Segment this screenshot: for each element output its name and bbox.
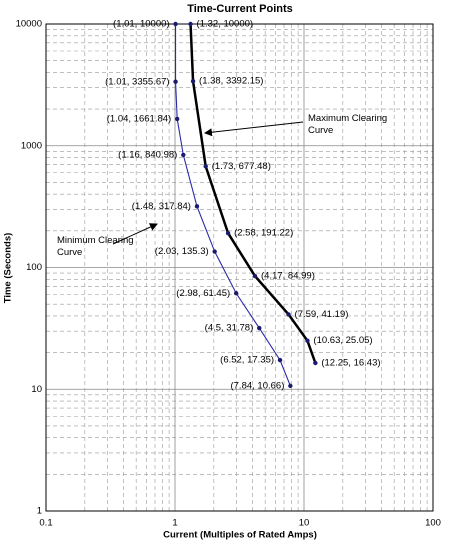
data-point xyxy=(233,291,239,296)
data-label: (1.04, 1661.84) xyxy=(107,113,171,124)
data-point xyxy=(305,338,310,343)
data-label: (4.5, 31.78) xyxy=(205,323,254,334)
data-point xyxy=(286,312,291,317)
y-tick-label: 1 xyxy=(37,506,42,517)
x-tick-label: 10 xyxy=(299,518,310,529)
curve-annotation: Minimum Clearing Curve xyxy=(57,235,134,258)
curve-annotation: Maximum Clearing Curve xyxy=(308,113,387,136)
annotation-line: Curve xyxy=(57,247,82,258)
annotation-arrow xyxy=(112,223,158,245)
annotation-arrow xyxy=(204,121,304,137)
x-tick-label: 100 xyxy=(425,518,441,529)
plot-frame xyxy=(45,23,434,512)
data-point xyxy=(212,249,217,254)
data-point xyxy=(313,360,318,366)
data-label: (1.73, 677.48) xyxy=(212,161,271,172)
data-point xyxy=(190,78,196,84)
x-tick-label: 1 xyxy=(172,518,177,529)
data-label: (7.59, 41.19) xyxy=(295,309,349,320)
series-line xyxy=(175,24,291,387)
data-label: (1.48, 317.84) xyxy=(132,201,191,212)
data-label: (1.01, 3355.67) xyxy=(105,76,169,87)
data-label: (6.52, 17.35) xyxy=(220,355,274,366)
data-point xyxy=(277,357,283,363)
data-label: (4.17, 84.99) xyxy=(261,271,315,282)
data-point xyxy=(188,21,193,27)
annotation-line: Minimum Clearing xyxy=(57,235,134,246)
y-tick-label: 10000 xyxy=(16,19,42,30)
data-point xyxy=(203,164,208,169)
series-line xyxy=(189,23,317,364)
data-point xyxy=(173,79,178,84)
data-label: (12.25, 16.43) xyxy=(321,358,380,369)
data-point xyxy=(257,325,262,331)
chart-title: Time-Current Points xyxy=(187,3,293,15)
data-label: (10.63, 25.05) xyxy=(313,335,372,346)
data-point xyxy=(252,273,258,279)
x-axis-label: Current (Multiples of Rated Amps) xyxy=(163,530,317,541)
annotation-line: Curve xyxy=(308,125,333,136)
data-label: (2.03, 135.3) xyxy=(155,246,209,257)
data-point xyxy=(173,21,178,27)
data-label: (2.58, 191.22) xyxy=(234,228,293,239)
data-point xyxy=(181,152,186,158)
y-axis-label: Time (Seconds) xyxy=(3,233,14,304)
data-point xyxy=(288,383,293,389)
data-point xyxy=(194,204,200,209)
x-tick-label: 0.1 xyxy=(39,518,52,529)
annotation-line: Maximum Clearing xyxy=(308,113,387,124)
y-tick-label: 1000 xyxy=(21,140,42,151)
data-point xyxy=(225,231,231,236)
data-label: (1.01, 10000) xyxy=(113,19,170,30)
data-label: (1.32, 10000) xyxy=(197,19,254,30)
y-tick-label: 100 xyxy=(26,262,42,273)
y-tick-label: 10 xyxy=(31,384,42,395)
data-label: (2.98, 61.45) xyxy=(176,288,230,299)
data-point xyxy=(174,116,180,122)
data-label: (7.84, 10.66) xyxy=(230,380,284,391)
data-label: (1.16, 840.98) xyxy=(118,149,177,160)
data-label: (1.38, 3392.15) xyxy=(199,76,263,87)
